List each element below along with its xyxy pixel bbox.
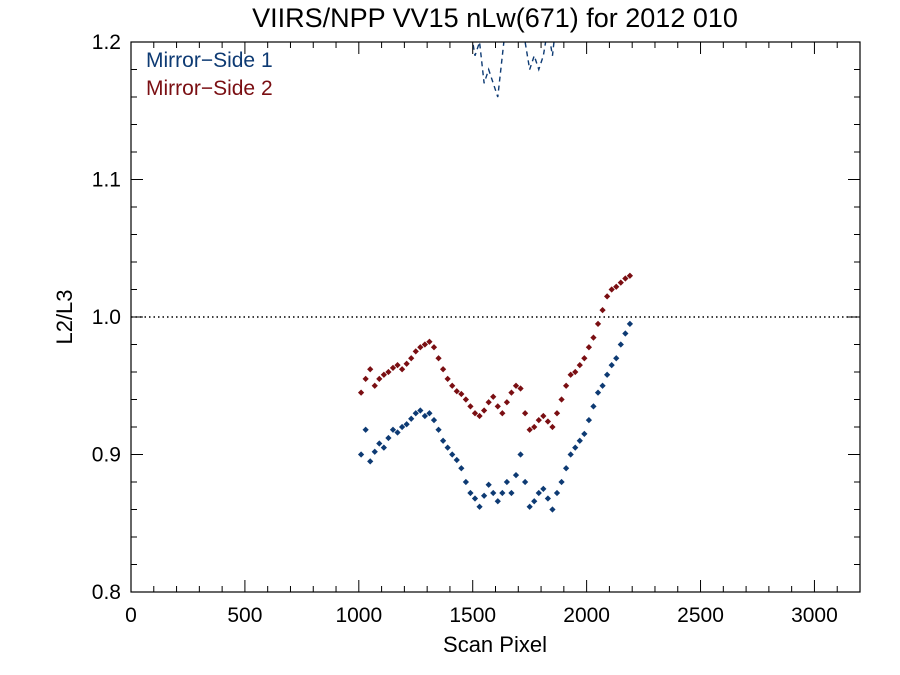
dashed-trend-line [472, 42, 555, 98]
scatter-point-series-1 [398, 423, 406, 431]
scatter-point-series-2 [357, 389, 365, 396]
x-tick-label: 3000 [791, 604, 838, 627]
scatter-point-series-2 [462, 396, 469, 403]
y-tick-label: 1.0 [92, 306, 121, 329]
scatter-point-series-2 [362, 375, 369, 382]
scatter-point-series-1 [367, 458, 374, 465]
plot-area [131, 42, 860, 513]
scatter-point-series-2 [389, 364, 397, 371]
y-tick-label: 0.9 [92, 444, 121, 467]
legend-entry-mirror-side-1: Mirror−Side 1 [146, 49, 273, 72]
scatter-point-series-2 [376, 375, 383, 382]
scatter-point-series-1 [453, 456, 460, 464]
x-tick-label: 2000 [563, 604, 610, 627]
y-tick-label: 0.8 [92, 581, 121, 604]
scatter-point-series-1 [449, 451, 456, 458]
x-tick-label: 2500 [677, 604, 724, 627]
scatter-point-series-1 [421, 412, 428, 420]
scatter-point-series-1 [494, 498, 501, 505]
x-axis-label: Scan Pixel [443, 632, 547, 657]
scatter-point-series-2 [367, 366, 374, 373]
scatter-point-series-1 [430, 417, 438, 424]
scatter-point-series-1 [471, 495, 479, 502]
scatter-point-series-2 [371, 382, 378, 389]
scatter-point-series-1 [380, 444, 387, 451]
scatter-point-series-1 [499, 489, 506, 497]
x-tick-label: 1500 [449, 604, 496, 627]
scatter-point-series-2 [394, 362, 401, 369]
scatter-point-series-1 [490, 489, 497, 497]
scatter-point-series-1 [439, 437, 447, 444]
scatter-point-series-1 [371, 448, 378, 455]
legend: Mirror−Side 1 Mirror−Side 2 [146, 49, 273, 100]
scatter-point-series-2 [403, 360, 410, 367]
scatter-point-series-2 [476, 412, 483, 420]
scatter-point-series-2 [408, 355, 415, 362]
x-tick-label: 1000 [335, 604, 382, 627]
chart-title: VIIRS/NPP VV15 nLw(671) for 2012 010 [252, 3, 738, 33]
scatter-point-series-1 [485, 481, 492, 488]
scatter-point-series-1 [412, 410, 419, 417]
scatter-point-series-2 [449, 382, 456, 389]
scatter-point-series-2 [430, 344, 438, 351]
scatter-point-series-1 [467, 489, 474, 497]
y-tick-label: 1.1 [92, 169, 121, 192]
scatter-point-series-2 [412, 348, 419, 355]
scatter-point-series-2 [485, 399, 492, 406]
scatter-point-series-2 [458, 390, 465, 398]
scatter-point-series-2 [398, 366, 406, 373]
scatter-point-series-1 [376, 440, 383, 447]
scatter-point-series-1 [426, 410, 433, 417]
y-tick-label: 1.2 [92, 31, 121, 54]
scatter-point-series-1 [458, 465, 465, 472]
scatter-point-series-2 [480, 407, 488, 414]
y-axis-label: L2/L3 [52, 289, 77, 344]
x-tick-label: 0 [125, 604, 137, 627]
scatter-point-series-1 [357, 451, 365, 458]
scatter-point-series-1 [476, 503, 483, 510]
scatter-point-series-1 [508, 489, 515, 497]
scatter-point-series-2 [439, 366, 447, 373]
legend-entry-mirror-side-2: Mirror−Side 2 [146, 77, 273, 100]
scatter-point-series-2 [380, 371, 387, 378]
scatter-point-series-1 [480, 492, 488, 499]
scatter-point-series-2 [490, 393, 497, 400]
scatter-point-series-2 [494, 403, 501, 410]
scatter-point-series-2 [426, 338, 433, 345]
scatter-point-series-2 [467, 403, 474, 410]
scatter-point-series-2 [499, 410, 506, 417]
scatter-point-series-2 [417, 344, 424, 351]
scatter-point-series-1 [435, 426, 442, 433]
scatter-point-series-2 [444, 375, 451, 382]
scatter-point-series-2 [453, 388, 460, 395]
scatter-point-series-1 [503, 478, 511, 486]
scatter-point-series-2 [471, 410, 479, 417]
scatter-point-series-1 [462, 478, 469, 486]
scatter-point-series-2 [421, 341, 428, 348]
scatter-point-series-1 [362, 426, 369, 433]
scatter-point-series-2 [435, 355, 442, 362]
scatter-point-series-2 [503, 399, 511, 406]
scatter-point-series-1 [385, 434, 392, 442]
scatter-point-series-2 [385, 368, 392, 376]
scatter-point-series-1 [444, 444, 451, 451]
scatter-point-series-1 [403, 421, 410, 428]
axes: 0 500 1000 1500 2000 2500 3000 0.8 0.9 1.0 1.1 1.2 [92, 31, 861, 627]
scatter-point-series-2 [508, 389, 515, 396]
scatter-point-series-1 [408, 415, 415, 422]
scatter-point-series-1 [394, 429, 401, 436]
x-tick-label: 500 [227, 604, 262, 627]
scatter-point-series-1 [389, 426, 397, 433]
scatter-point-series-1 [417, 407, 424, 414]
